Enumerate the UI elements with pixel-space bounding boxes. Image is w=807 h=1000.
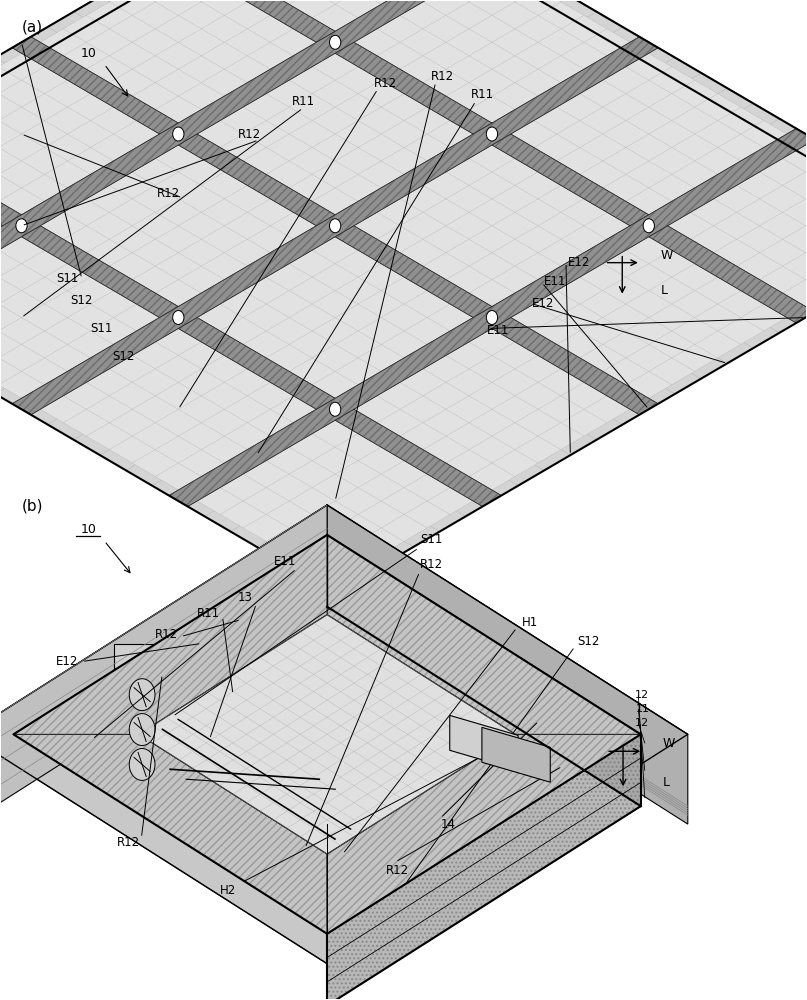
Text: R11: R11 — [470, 88, 494, 101]
Text: 10: 10 — [81, 523, 96, 536]
Polygon shape — [327, 535, 641, 734]
Polygon shape — [0, 145, 2, 306]
Text: E12: E12 — [56, 655, 78, 668]
Polygon shape — [197, 420, 473, 582]
Polygon shape — [14, 535, 641, 934]
Polygon shape — [0, 237, 160, 398]
Polygon shape — [511, 237, 787, 398]
Circle shape — [329, 402, 341, 416]
Text: E11: E11 — [487, 324, 508, 337]
Polygon shape — [169, 0, 807, 323]
Polygon shape — [40, 145, 316, 306]
Circle shape — [173, 311, 184, 324]
Polygon shape — [12, 37, 659, 415]
Text: 12: 12 — [635, 690, 650, 700]
Text: R11: R11 — [291, 95, 315, 108]
Text: R12: R12 — [237, 128, 261, 141]
Polygon shape — [0, 505, 327, 824]
Text: 12: 12 — [635, 718, 650, 728]
Polygon shape — [197, 53, 473, 215]
Text: 13: 13 — [237, 591, 253, 604]
Polygon shape — [327, 734, 641, 1000]
Polygon shape — [139, 615, 516, 854]
Polygon shape — [40, 0, 316, 123]
Text: S11: S11 — [56, 272, 78, 285]
Circle shape — [329, 219, 341, 233]
Polygon shape — [14, 734, 327, 934]
Polygon shape — [327, 535, 641, 806]
Text: E12: E12 — [532, 297, 554, 310]
Polygon shape — [0, 53, 160, 215]
Polygon shape — [0, 0, 501, 323]
Text: E12: E12 — [567, 256, 590, 269]
Text: (b): (b) — [22, 498, 43, 513]
Circle shape — [129, 714, 155, 746]
Polygon shape — [197, 0, 473, 31]
Polygon shape — [354, 0, 630, 123]
Text: H2: H2 — [220, 884, 236, 897]
Circle shape — [487, 311, 498, 324]
Text: W: W — [661, 249, 673, 262]
Polygon shape — [354, 329, 630, 490]
Text: S12: S12 — [112, 350, 135, 363]
Polygon shape — [327, 505, 688, 824]
Text: S11: S11 — [90, 322, 113, 335]
Polygon shape — [114, 644, 170, 669]
Text: E11: E11 — [274, 555, 296, 568]
Text: L: L — [661, 284, 668, 297]
Text: E11: E11 — [543, 275, 566, 288]
Polygon shape — [0, 0, 807, 593]
Text: W: W — [663, 737, 675, 750]
Circle shape — [129, 679, 155, 711]
Polygon shape — [0, 505, 688, 964]
Polygon shape — [0, 0, 335, 248]
Polygon shape — [354, 145, 630, 306]
Polygon shape — [197, 237, 473, 398]
Polygon shape — [14, 535, 327, 734]
Text: H1: H1 — [521, 616, 538, 629]
Text: R12: R12 — [155, 628, 178, 641]
Polygon shape — [327, 734, 641, 934]
Text: R12: R12 — [431, 70, 454, 83]
Polygon shape — [449, 715, 518, 770]
Text: 14: 14 — [441, 818, 456, 831]
Polygon shape — [335, 0, 807, 248]
Text: L: L — [663, 776, 670, 789]
Text: S11: S11 — [420, 533, 443, 546]
Polygon shape — [12, 37, 659, 415]
Circle shape — [487, 127, 498, 141]
Text: 10: 10 — [81, 47, 96, 60]
Text: R12: R12 — [387, 864, 409, 877]
Text: (a): (a) — [22, 19, 43, 34]
Polygon shape — [482, 727, 550, 782]
Polygon shape — [511, 53, 787, 215]
Polygon shape — [0, 129, 501, 507]
Text: R11: R11 — [197, 607, 220, 620]
Text: S12: S12 — [71, 294, 93, 307]
Text: R12: R12 — [374, 77, 397, 90]
Polygon shape — [40, 329, 316, 490]
Polygon shape — [169, 129, 807, 507]
Text: R12: R12 — [157, 187, 180, 200]
Polygon shape — [667, 145, 807, 306]
Text: R12: R12 — [420, 558, 443, 571]
Circle shape — [329, 35, 341, 49]
Circle shape — [173, 127, 184, 141]
Circle shape — [16, 219, 27, 233]
Text: S12: S12 — [577, 635, 600, 648]
Circle shape — [129, 749, 155, 780]
Text: R12: R12 — [117, 836, 140, 849]
Text: 11: 11 — [635, 704, 650, 714]
Circle shape — [643, 219, 654, 233]
